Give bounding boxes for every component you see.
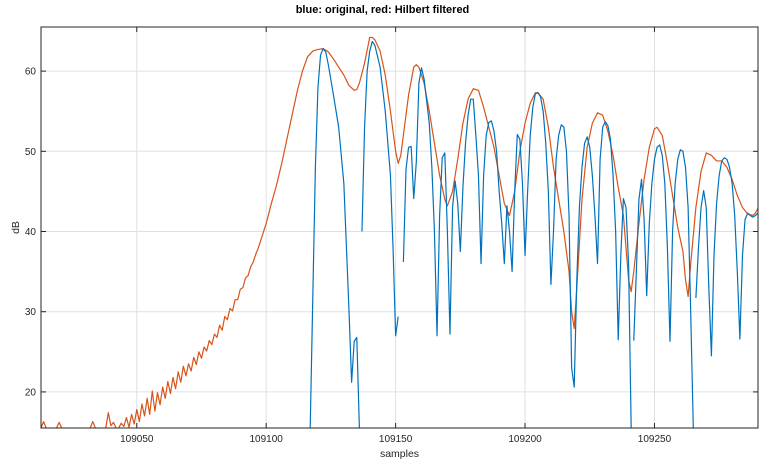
y-tick-label: 50 [25, 147, 37, 158]
y-tick-label: 30 [25, 307, 37, 318]
y-tick-label: 40 [25, 227, 37, 238]
hilbert-series-line [118, 36, 758, 428]
x-tick-label: 109250 [638, 434, 672, 445]
y-axis-label: dB [10, 221, 22, 234]
hilbert-series-line [55, 421, 63, 428]
chart-title: blue: original, red: Hilbert filtered [295, 4, 470, 16]
original-series-line [695, 157, 758, 357]
x-tick-label: 109050 [120, 434, 154, 445]
y-tick-label: 20 [25, 387, 37, 398]
x-axis-label: samples [380, 448, 419, 460]
x-tick-label: 109200 [508, 434, 542, 445]
plot-series [41, 36, 758, 428]
original-series-line [361, 40, 399, 337]
axes-frame [40, 26, 759, 429]
x-tick-label: 109100 [250, 434, 284, 445]
original-series-line [309, 48, 360, 428]
grid [41, 27, 758, 428]
x-tick-label: 109150 [379, 434, 413, 445]
y-tick-label: 60 [25, 67, 37, 78]
hilbert-series-line [89, 420, 96, 428]
original-series-line [633, 144, 694, 428]
ticks: 109050 109100 109150 109200 109250 20 30 40 50 60 [25, 27, 758, 445]
hilbert-series-line [41, 420, 47, 428]
hilbert-series-line [105, 412, 117, 428]
original-series-line [402, 67, 632, 428]
